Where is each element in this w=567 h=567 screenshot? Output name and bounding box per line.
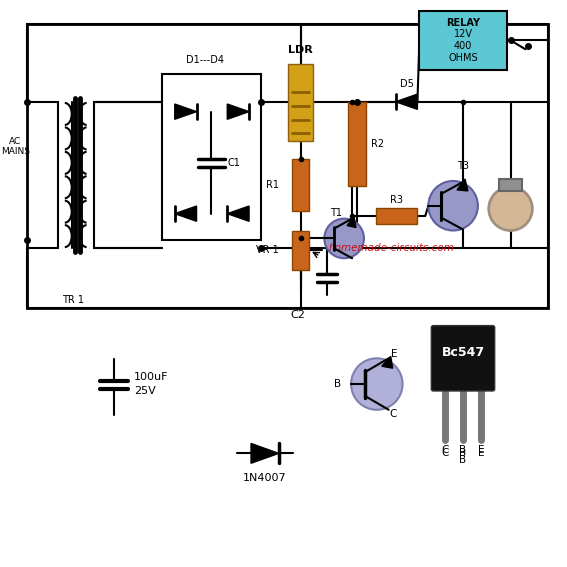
- Text: T3: T3: [457, 161, 469, 171]
- Text: VR 1: VR 1: [256, 246, 279, 255]
- Text: B: B: [459, 446, 467, 455]
- Text: C: C: [442, 448, 449, 458]
- Bar: [348, 101, 366, 186]
- Text: C1: C1: [227, 158, 240, 168]
- Text: R3: R3: [390, 195, 403, 205]
- Polygon shape: [251, 443, 279, 463]
- Text: 400: 400: [454, 41, 472, 51]
- Bar: [420, 11, 506, 70]
- Text: D1---D4: D1---D4: [187, 55, 225, 65]
- Bar: [498, 179, 522, 191]
- Text: B: B: [459, 448, 467, 458]
- Text: E: E: [477, 446, 484, 455]
- Bar: [291, 231, 310, 270]
- Polygon shape: [457, 179, 468, 191]
- Polygon shape: [227, 206, 249, 221]
- Text: TR 1: TR 1: [62, 295, 84, 305]
- Text: B: B: [334, 379, 341, 389]
- Polygon shape: [382, 356, 393, 368]
- Bar: [27, 24, 548, 308]
- Text: Bc547: Bc547: [442, 346, 485, 359]
- Circle shape: [489, 187, 532, 231]
- Bar: [291, 159, 310, 211]
- Polygon shape: [347, 217, 356, 227]
- Text: C: C: [389, 409, 396, 419]
- Bar: [162, 74, 261, 240]
- Text: B: B: [459, 455, 467, 466]
- Circle shape: [428, 181, 478, 231]
- Text: E: E: [477, 448, 484, 458]
- Circle shape: [324, 219, 364, 258]
- Text: C2: C2: [290, 310, 305, 320]
- Text: RELAY: RELAY: [446, 18, 480, 28]
- Bar: [376, 208, 417, 223]
- Text: LDR: LDR: [288, 45, 313, 55]
- Text: D5: D5: [400, 79, 413, 89]
- Text: R1: R1: [266, 180, 279, 190]
- Text: E: E: [391, 349, 398, 359]
- Bar: [287, 64, 314, 141]
- Polygon shape: [227, 104, 249, 119]
- Text: T1: T1: [330, 208, 342, 218]
- Text: 25V: 25V: [134, 386, 156, 396]
- Polygon shape: [175, 206, 197, 221]
- Text: homemade-circuits.com: homemade-circuits.com: [329, 243, 455, 253]
- Text: C: C: [442, 446, 449, 455]
- Polygon shape: [396, 94, 417, 109]
- Polygon shape: [175, 104, 197, 119]
- Circle shape: [351, 358, 403, 410]
- Text: 12V: 12V: [454, 29, 472, 39]
- Text: 1N4007: 1N4007: [243, 473, 287, 483]
- Text: OHMS: OHMS: [448, 53, 478, 63]
- Text: AC
MAINS: AC MAINS: [1, 137, 30, 156]
- Text: R2: R2: [371, 139, 384, 149]
- Text: 100uF: 100uF: [134, 372, 168, 382]
- FancyBboxPatch shape: [431, 325, 494, 391]
